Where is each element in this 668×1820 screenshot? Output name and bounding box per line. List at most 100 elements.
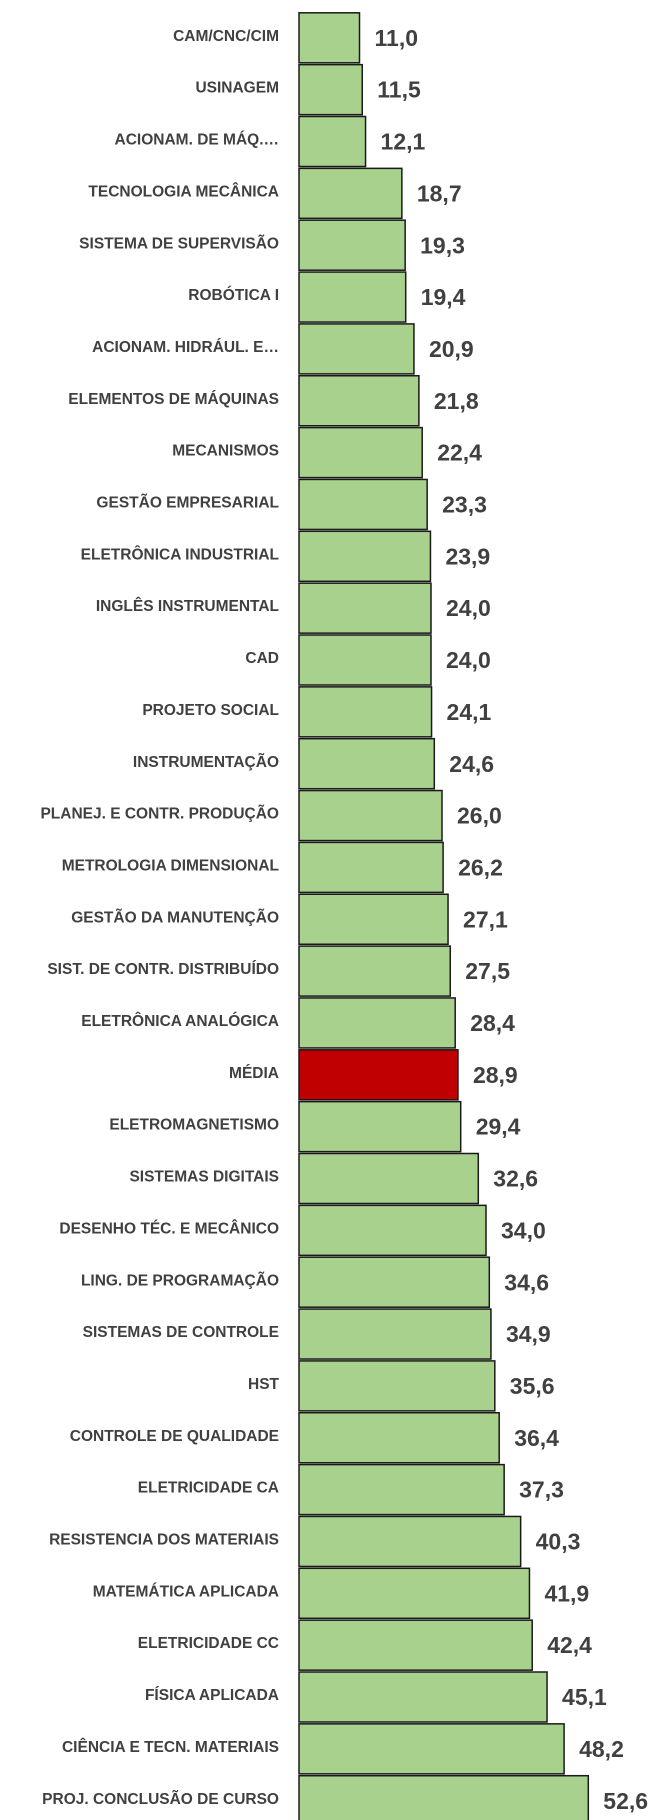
value-label: 45,1: [562, 1684, 607, 1710]
value-label: 40,3: [536, 1529, 581, 1555]
value-label: 24,1: [447, 699, 492, 725]
bar: [298, 1360, 496, 1412]
category-label: SIST. DE CONTR. DISTRIBUÍDO: [47, 961, 279, 978]
bar: [298, 1412, 500, 1464]
bar: [298, 1619, 533, 1671]
value-label: 28,9: [473, 1062, 518, 1088]
bar: [298, 426, 423, 479]
value-label: 37,3: [519, 1477, 564, 1503]
bar: [298, 323, 415, 375]
category-label: DESENHO TÉC. E MECÂNICO: [59, 1219, 279, 1237]
category-label: TECNOLOGIA MECÂNICA: [88, 182, 279, 200]
bar: [298, 1774, 590, 1820]
bar: [298, 478, 428, 531]
category-label: ELETROMAGNETISMO: [109, 1117, 279, 1134]
bar: [298, 789, 443, 842]
bar: [298, 271, 407, 323]
value-label: 36,4: [514, 1425, 559, 1451]
value-label: 21,8: [434, 388, 479, 414]
value-label: 34,9: [506, 1321, 551, 1347]
bar: [298, 1463, 505, 1516]
bar: [298, 737, 436, 790]
category-label: ELETRÔNICA INDUSTRIAL: [81, 545, 279, 563]
category-label: CONTROLE DE QUALIDADE: [70, 1428, 279, 1445]
value-label: 22,4: [437, 440, 482, 466]
category-label: INSTRUMENTAÇÃO: [133, 753, 279, 771]
category-label: USINAGEM: [195, 80, 279, 97]
bar: [298, 63, 363, 116]
bar: [298, 997, 456, 1049]
category-label: HST: [248, 1376, 280, 1393]
value-label: 24,0: [446, 647, 491, 673]
value-label: 48,2: [579, 1736, 624, 1762]
bar: [298, 893, 449, 945]
category-label: ELETRICIDADE CC: [138, 1635, 279, 1652]
value-label: 11,5: [377, 77, 421, 103]
bar: [298, 1204, 487, 1257]
value-label: 18,7: [417, 180, 462, 206]
bar: [298, 375, 420, 427]
category-label: CAD: [245, 650, 279, 667]
category-label: ELEMENTOS DE MÁQUINAS: [68, 391, 279, 408]
value-label: 52,6: [603, 1788, 648, 1814]
category-label: METROLOGIA DIMENSIONAL: [62, 857, 279, 874]
bar: [298, 1256, 491, 1308]
category-label: ACIONAM. DE MÁQ.…: [115, 132, 279, 149]
bar: [298, 1723, 565, 1775]
bar: [298, 841, 444, 894]
value-label: 24,6: [449, 751, 494, 777]
category-label: SISTEMA DE SUPERVISÃO: [79, 234, 279, 252]
bar: [298, 1152, 480, 1205]
category-label: PROJ. CONCLUSÃO DE CURSO: [42, 1790, 279, 1808]
category-label: ELETRICIDADE CA: [138, 1480, 279, 1497]
category-label: LING. DE PROGRAMAÇÃO: [81, 1271, 279, 1289]
value-label: 26,2: [458, 854, 503, 880]
category-label: SISTEMAS DIGITAIS: [129, 1169, 279, 1186]
value-label: 24,0: [446, 595, 491, 621]
bar: [298, 1515, 522, 1568]
value-label: 19,3: [420, 232, 465, 258]
bar: [298, 634, 432, 686]
value-label: 41,9: [544, 1580, 589, 1606]
category-label: FÍSICA APLICADA: [145, 1687, 279, 1704]
category-label: SISTEMAS DE CONTROLE: [83, 1324, 279, 1341]
category-label: GESTÃO EMPRESARIAL: [96, 494, 279, 512]
value-label: 20,9: [429, 336, 474, 362]
value-label: 26,0: [457, 803, 502, 829]
category-label: ROBÓTICA I: [188, 286, 279, 304]
category-label: INGLÊS INSTRUMENTAL: [96, 597, 279, 615]
bar: [298, 167, 403, 220]
category-label: PLANEJ. E CONTR. PRODUÇÃO: [40, 805, 279, 823]
bar: [298, 582, 432, 634]
value-label: 27,5: [465, 958, 510, 984]
category-label: GESTÃO DA MANUTENÇÃO: [71, 908, 279, 926]
value-label: 35,6: [510, 1373, 555, 1399]
bar: [298, 12, 361, 64]
bar: [298, 945, 451, 997]
bar: [298, 530, 432, 583]
value-label: 19,4: [421, 284, 466, 310]
bar: [298, 1100, 462, 1153]
bar: [298, 686, 433, 738]
category-label: PROJETO SOCIAL: [142, 702, 279, 719]
value-label: 42,4: [547, 1632, 592, 1658]
value-label: 32,6: [493, 1166, 538, 1192]
value-label: 23,3: [442, 492, 487, 518]
bar: [298, 1671, 548, 1723]
value-label: 28,4: [470, 1010, 515, 1036]
value-label: 34,0: [501, 1217, 546, 1243]
value-label: 29,4: [476, 1114, 521, 1140]
category-label: ACIONAM. HIDRÁUL. E…: [92, 339, 279, 356]
bar: [298, 1567, 531, 1620]
category-label: MÉDIA: [229, 1065, 279, 1082]
bar: [298, 115, 367, 168]
category-label: RESISTENCIA DOS MATERIAIS: [49, 1532, 279, 1549]
value-label: 34,6: [504, 1269, 549, 1295]
value-label: 12,1: [381, 129, 426, 155]
category-label: MATEMÁTICA APLICADA: [93, 1583, 279, 1600]
value-label: 11,0: [375, 25, 419, 51]
category-label: CIÊNCIA E TECN. MATERIAIS: [62, 1738, 279, 1756]
category-label: CAM/CNC/CIM: [173, 28, 279, 45]
value-label: 23,9: [445, 543, 490, 569]
